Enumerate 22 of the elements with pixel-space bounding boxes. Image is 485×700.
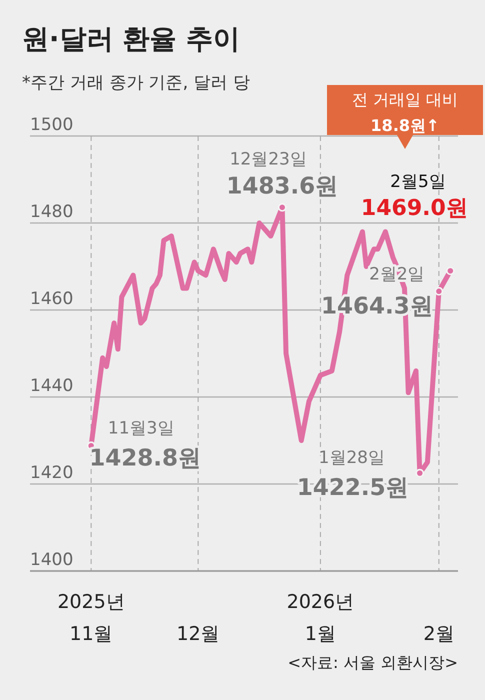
- annotation: 1428.8원: [89, 446, 202, 472]
- annotation: 1월28일: [318, 448, 386, 468]
- y-tick-label: 1400: [30, 550, 74, 570]
- y-tick-label: 1500: [30, 115, 74, 135]
- chart-title: 원·달러 환율 추이: [22, 24, 240, 55]
- chart-subtitle: *주간 거래 종가 기준, 달러 당: [22, 73, 250, 93]
- annotation: 11월3일: [108, 418, 174, 439]
- annotation: 1469.0원: [360, 196, 468, 221]
- text: <자료: 서울 외환시장>: [288, 653, 458, 672]
- annotation: 2월5일: [390, 172, 446, 192]
- y-tick-label: 1440: [30, 376, 74, 396]
- text: 전 거래일 대비 18.8원↑: [352, 90, 458, 135]
- annotation: 12월23일: [230, 149, 307, 170]
- x-tick-label: 12월: [176, 623, 220, 645]
- annotation: 1422.5원: [296, 475, 409, 502]
- x-tick-label: 2025년 11월: [57, 591, 125, 645]
- x-tick-label: 2월: [423, 623, 454, 645]
- y-tick-label: 1460: [30, 289, 74, 309]
- y-tick-label: 1420: [30, 463, 74, 483]
- annotation: 1483.6원: [226, 173, 338, 200]
- y-tick-label: 1480: [30, 202, 74, 222]
- x-tick-label: 2026년 1월: [286, 591, 354, 645]
